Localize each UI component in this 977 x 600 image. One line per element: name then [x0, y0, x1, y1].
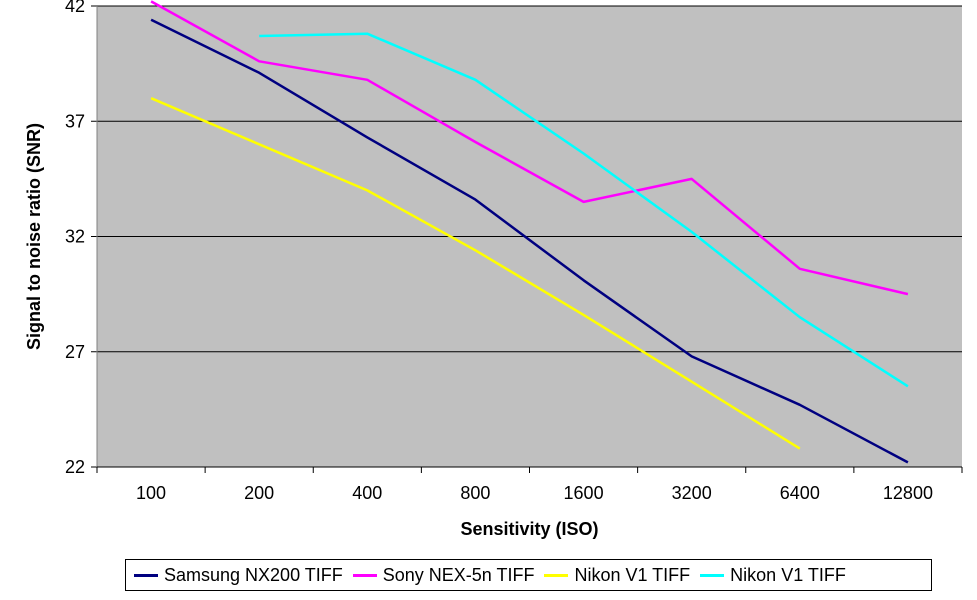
legend-label: Sony NEX-5n TIFF: [382, 564, 535, 585]
x-tick-labels: 100 200 400 800 1600 3200 6400 12800: [136, 483, 933, 503]
series-line-3: [259, 32, 909, 388]
x-tick-label: 1600: [564, 483, 604, 503]
x-tick-label: 400: [352, 483, 382, 503]
x-tick-label: 800: [460, 483, 490, 503]
legend-item: Sony NEX-5n TIFF: [352, 564, 535, 586]
legend-swatch: [352, 573, 377, 577]
y-axis-title: Signal to noise ratio (SNR): [24, 123, 44, 350]
x-tick-label: 12800: [883, 483, 933, 503]
x-tick-label: 6400: [780, 483, 820, 503]
legend-label: Nikon V1 TIFF: [730, 564, 846, 585]
legend-label: Samsung NX200 TIFF: [164, 564, 343, 585]
axes: [91, 5, 963, 473]
x-axis-title: Sensitivity (ISO): [460, 519, 598, 539]
x-tick-label: 200: [244, 483, 274, 503]
legend-swatch: [544, 573, 569, 577]
series-line-0: [150, 18, 909, 464]
y-tick-label: 22: [65, 457, 85, 477]
y-tick-labels: 22 27 32 37 42: [65, 0, 85, 477]
y-tick-label: 37: [65, 111, 85, 131]
legend-item: Nikon V1 TIFF: [544, 565, 690, 586]
legend-swatch: [700, 573, 725, 577]
series-line-1: [150, 0, 909, 296]
series-line-2: [150, 97, 801, 450]
x-tick-label: 100: [136, 483, 166, 503]
legend-item: Samsung NX200 TIFF: [134, 565, 343, 586]
gridlines: [97, 5, 962, 353]
legend: Samsung NX200 TIFF Sony NEX-5n TIFF Nikon …: [125, 559, 932, 591]
legend-label: Nikon V1 TIFF: [574, 564, 691, 585]
y-tick-label: 42: [65, 0, 85, 16]
legend-item: Nikon V1 TIFF: [700, 565, 846, 586]
legend-swatch: [134, 573, 158, 577]
series-lines: [150, 0, 909, 464]
x-tick-label: 3200: [672, 483, 712, 503]
y-tick-label: 32: [65, 227, 85, 247]
y-tick-label: 27: [65, 342, 85, 362]
